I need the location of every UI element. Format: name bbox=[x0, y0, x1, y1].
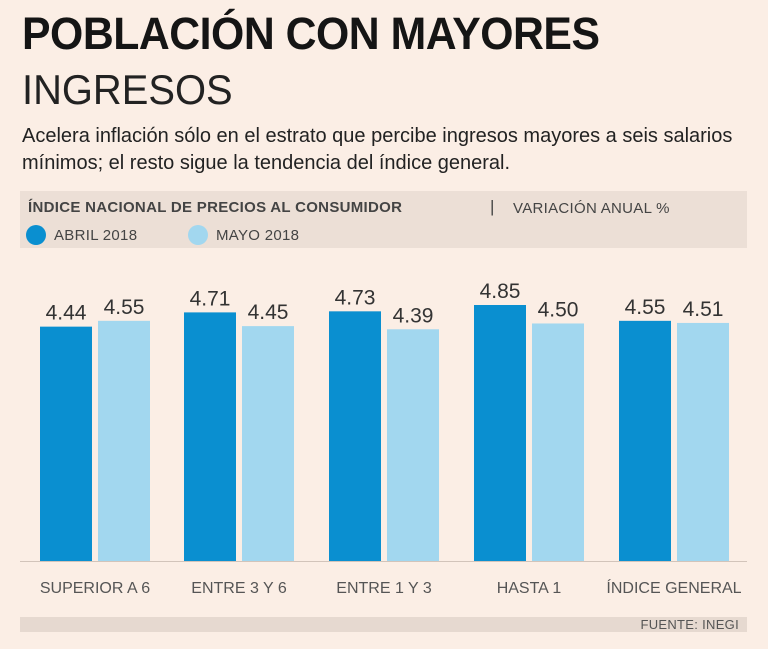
bar-may-0 bbox=[98, 320, 150, 561]
legend-swatch-may bbox=[188, 225, 208, 245]
bar-april-4 bbox=[619, 320, 671, 561]
bar-april-2 bbox=[329, 311, 381, 561]
panel-separator: | bbox=[490, 197, 495, 216]
legend-label-april: ABRIL 2018 bbox=[54, 226, 138, 244]
legend-swatch-april bbox=[26, 225, 46, 245]
bar-may-4 bbox=[677, 322, 729, 561]
value-label-april-1: 4.71 bbox=[190, 287, 231, 310]
bar-may-3 bbox=[532, 323, 584, 561]
value-label-may-4: 4.51 bbox=[683, 298, 724, 321]
panel-title: ÍNDICE NACIONAL DE PRECIOS AL CONSUMIDOR bbox=[28, 199, 403, 216]
category-label-1: ENTRE 3 Y 6 bbox=[191, 580, 287, 597]
legend-panel: ÍNDICE NACIONAL DE PRECIOS AL CONSUMIDOR… bbox=[20, 191, 747, 248]
chart-description: Acelera inflación sólo en el estrato que… bbox=[22, 125, 733, 174]
chart-subtitle: INGRESOS bbox=[22, 66, 233, 113]
category-label-4: ÍNDICE GENERAL bbox=[606, 578, 741, 597]
value-label-april-4: 4.55 bbox=[625, 296, 666, 319]
value-label-april-2: 4.73 bbox=[335, 286, 376, 309]
unit-label: VARIACIÓN ANUAL % bbox=[513, 200, 670, 217]
value-label-april-3: 4.85 bbox=[480, 280, 521, 303]
value-label-may-2: 4.39 bbox=[393, 304, 434, 327]
source-label: FUENTE: INEGI bbox=[640, 617, 739, 632]
bar-april-3 bbox=[474, 305, 526, 561]
value-label-april-0: 4.44 bbox=[46, 302, 87, 325]
category-label-2: ENTRE 1 Y 3 bbox=[336, 580, 432, 597]
bar-may-1 bbox=[242, 326, 294, 561]
bar-april-1 bbox=[184, 312, 236, 561]
source-bar: FUENTE: INEGI bbox=[20, 617, 747, 632]
chart-title: POBLACIÓN CON MAYORES bbox=[22, 8, 600, 59]
bar-april-0 bbox=[40, 326, 92, 561]
legend-label-may: MAYO 2018 bbox=[216, 226, 300, 244]
value-label-may-1: 4.45 bbox=[248, 301, 289, 324]
category-label-3: HASTA 1 bbox=[497, 580, 562, 597]
bar-may-2 bbox=[387, 329, 439, 561]
legend-item-april: ABRIL 2018 bbox=[26, 225, 137, 245]
value-label-may-0: 4.55 bbox=[104, 296, 145, 319]
category-label-0: SUPERIOR A 6 bbox=[40, 580, 150, 597]
legend-item-may: MAYO 2018 bbox=[188, 225, 299, 245]
value-label-may-3: 4.50 bbox=[538, 298, 579, 321]
